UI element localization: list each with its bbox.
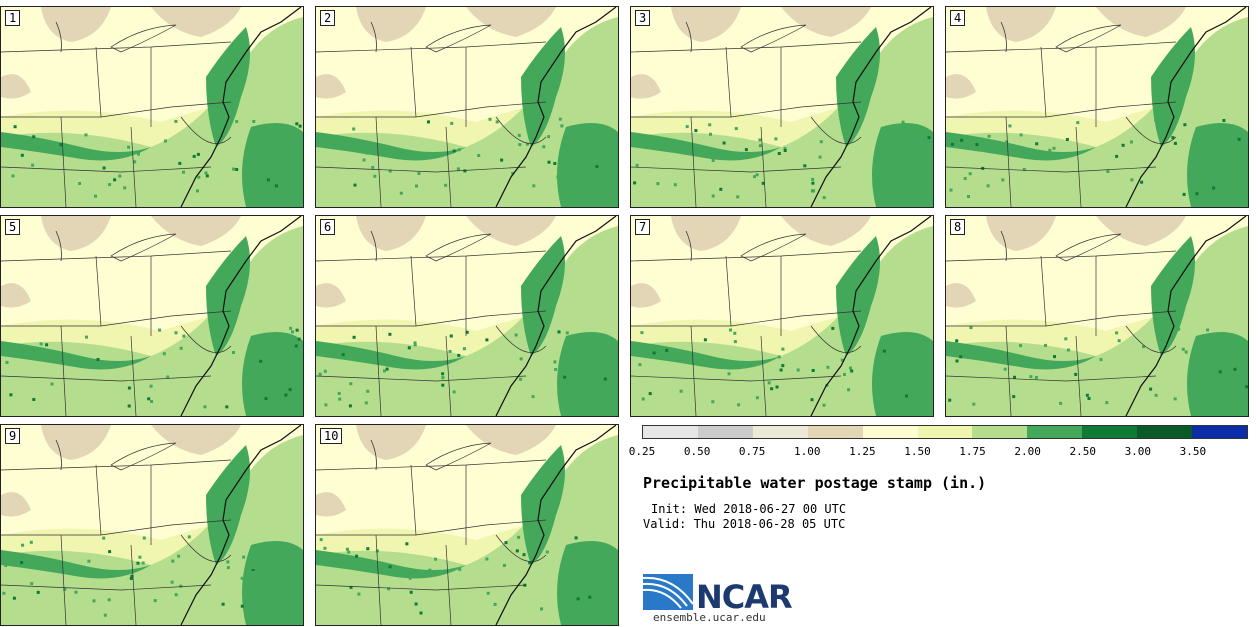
init-time: Init: Wed 2018-06-27 00 UTC bbox=[651, 502, 847, 516]
member-label: 9 bbox=[5, 428, 21, 444]
ensemble-url: ensemble.ucar.edu bbox=[653, 611, 766, 624]
legend-swatch bbox=[972, 426, 1028, 438]
legend-tick-label: 0.50 bbox=[683, 445, 711, 458]
precip-water-map bbox=[1, 7, 303, 207]
member-label: 2 bbox=[320, 10, 336, 26]
member-label: 6 bbox=[320, 219, 336, 235]
legend-swatch bbox=[752, 426, 808, 438]
stamp-panel-4: 4 bbox=[945, 6, 1249, 208]
precip-water-map bbox=[631, 216, 933, 416]
ncar-logo-text: NCAR bbox=[696, 578, 793, 616]
member-label: 4 bbox=[950, 10, 966, 26]
legend-tick-label: 2.50 bbox=[1069, 445, 1096, 458]
legend-tick-label: 1.75 bbox=[959, 445, 986, 458]
member-label: 1 bbox=[5, 10, 21, 26]
legend-tick-label: 1.50 bbox=[904, 445, 931, 458]
legend-tick-label: 1.00 bbox=[794, 445, 821, 458]
member-label: 3 bbox=[635, 10, 651, 26]
legend-swatch bbox=[697, 426, 753, 438]
legend-swatch bbox=[917, 426, 973, 438]
legend-tick-label: 0.75 bbox=[738, 445, 766, 458]
precip-water-map bbox=[631, 7, 933, 207]
member-label: 10 bbox=[320, 428, 343, 444]
legend-ticks: 0.25 0.50 0.75 1.00 1.25 1.50 1.75 2.00 2.50 3.00… bbox=[629, 445, 1250, 459]
legend-swatch bbox=[1137, 426, 1193, 438]
legend-swatch bbox=[1082, 426, 1138, 438]
legend-swatch bbox=[1192, 426, 1247, 438]
color-legend bbox=[642, 425, 1248, 439]
stamp-panel-7: 7 bbox=[630, 215, 934, 417]
precip-water-map bbox=[316, 7, 618, 207]
legend-swatch bbox=[807, 426, 863, 438]
member-label: 7 bbox=[635, 219, 651, 235]
legend-swatch bbox=[1027, 426, 1083, 438]
precip-water-map bbox=[946, 7, 1248, 207]
legend-swatch bbox=[862, 426, 918, 438]
precip-water-map bbox=[1, 216, 303, 416]
stamp-panel-5: 5 bbox=[0, 215, 304, 417]
legend-tick-label: 2.00 bbox=[1014, 445, 1041, 458]
legend-tick-label: 1.25 bbox=[849, 445, 876, 458]
ncar-logo-icon bbox=[643, 574, 694, 610]
stamp-panel-10: 10 bbox=[315, 424, 619, 626]
stamp-panel-1: 1 bbox=[0, 6, 304, 208]
legend-swatch bbox=[643, 426, 698, 438]
stamp-panel-3: 3 bbox=[630, 6, 934, 208]
stamp-panel-6: 6 bbox=[315, 215, 619, 417]
valid-time: Valid: Thu 2018-06-28 05 UTC bbox=[643, 517, 846, 531]
legend-tick-label: 3.50 bbox=[1179, 445, 1207, 458]
stamp-panel-8: 8 bbox=[945, 215, 1249, 417]
stamp-panel-9: 9 bbox=[0, 424, 304, 626]
legend-tick-label: 3.00 bbox=[1124, 445, 1152, 458]
precip-water-map bbox=[946, 216, 1248, 416]
precip-water-map bbox=[316, 216, 618, 416]
precip-water-map bbox=[1, 425, 303, 625]
member-label: 5 bbox=[5, 219, 21, 235]
stamp-panel-2: 2 bbox=[315, 6, 619, 208]
legend-tick-label: 0.25 bbox=[628, 445, 656, 458]
member-label: 8 bbox=[950, 219, 966, 235]
precip-water-map bbox=[316, 425, 618, 625]
figure-title: Precipitable water postage stamp (in.) bbox=[643, 474, 987, 492]
